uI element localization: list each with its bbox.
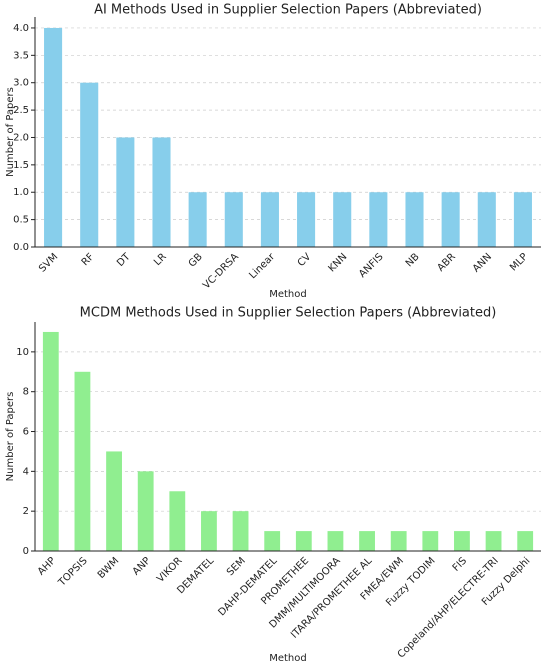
y-tick-label: 8 (23, 387, 29, 398)
y-tick-label: 0.0 (13, 242, 29, 253)
x-axis-label: Method (269, 289, 307, 300)
y-tick-label: 2.5 (13, 105, 29, 116)
bar (152, 137, 171, 247)
bar (188, 192, 207, 247)
x-tick-label: BWM (96, 555, 121, 580)
x-tick-label: DAHP-DEMATEL (216, 555, 279, 618)
bar (441, 192, 460, 247)
x-tick-label: DT (115, 251, 133, 269)
bar (513, 192, 532, 247)
bar (333, 192, 352, 247)
bar (517, 531, 534, 551)
bar (201, 511, 217, 551)
x-tick-label: GB (187, 251, 205, 269)
y-tick-label: 0.5 (13, 215, 29, 226)
y-tick-label: 10 (16, 347, 29, 358)
bar (74, 371, 91, 551)
x-tick-label: SEM (225, 555, 248, 578)
x-tick-label: VC-DRSA (201, 251, 241, 291)
x-tick-label: ANFIS (357, 251, 386, 280)
bar (297, 192, 316, 247)
x-tick-label: SVM (37, 251, 60, 274)
x-tick-label: FIS (451, 555, 469, 573)
y-axis-label: Number of Papers (5, 392, 16, 482)
bar (232, 511, 249, 551)
x-tick-label: ABR (436, 251, 458, 273)
y-tick-label: 4.0 (13, 23, 29, 34)
bar (106, 451, 122, 551)
y-tick-label: 0 (23, 546, 29, 557)
bar (454, 531, 470, 551)
x-tick-label: CV (296, 251, 314, 269)
y-tick-label: 2 (23, 506, 29, 517)
x-tick-label: ANN (471, 251, 494, 274)
x-axis-label: Method (269, 653, 307, 664)
x-tick-label: ANP (131, 555, 153, 577)
y-tick-label: 1.0 (13, 187, 29, 198)
y-tick-label: 6 (23, 427, 29, 438)
bar (295, 531, 312, 551)
bar (224, 192, 243, 247)
x-tick-label: VIKOR (155, 555, 184, 584)
bar (260, 192, 279, 247)
x-tick-label: MLP (508, 251, 530, 273)
x-tick-label: AHP (36, 555, 58, 577)
x-tick-label: Linear (247, 251, 277, 281)
bar (80, 82, 99, 247)
bar (369, 192, 388, 247)
bar (422, 531, 439, 551)
bar (485, 531, 502, 551)
bar (169, 491, 186, 551)
bar (390, 531, 407, 551)
y-tick-label: 3.0 (13, 78, 29, 89)
bar (264, 531, 281, 551)
y-axis-label: Number of Papers (5, 87, 16, 177)
y-tick-label: 3.5 (13, 50, 29, 61)
y-tick-label: 4 (23, 466, 29, 477)
bar (327, 531, 344, 551)
chart-title: AI Methods Used in Supplier Selection Pa… (94, 3, 482, 18)
x-tick-label: TOPSIS (56, 555, 90, 589)
bar (44, 27, 63, 248)
x-tick-label: NB (404, 251, 422, 269)
bar (42, 331, 59, 551)
x-tick-label: RF (80, 251, 97, 268)
y-tick-label: 1.5 (13, 160, 29, 171)
bar (137, 471, 154, 551)
x-tick-label: KNN (326, 251, 349, 274)
chart-title: MCDM Methods Used in Supplier Selection … (80, 306, 497, 321)
x-tick-label: Copeland/AHP/ELECTRE-TRI (396, 555, 501, 660)
bar (116, 137, 135, 247)
bar (477, 192, 496, 247)
bar (359, 531, 375, 551)
y-tick-label: 2.0 (13, 132, 29, 143)
bar (405, 192, 424, 247)
x-tick-label: LR (152, 251, 169, 268)
